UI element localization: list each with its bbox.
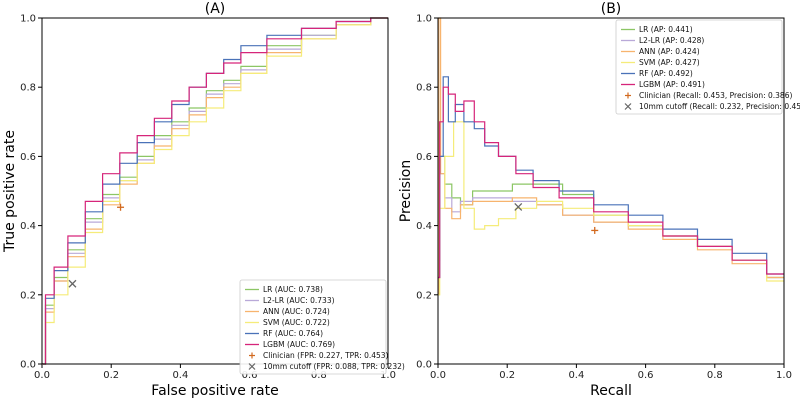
x-tick-label: 0.8 (707, 370, 723, 381)
clinician-marker (591, 226, 599, 234)
series-line-3 (42, 17, 388, 365)
legend-label: Clinician (FPR: 0.227, TPR: 0.453) (263, 351, 389, 360)
legend-marker (249, 352, 255, 359)
y-tick-label: 0.4 (20, 221, 36, 232)
y-tick-label: 1.0 (20, 14, 36, 25)
y-tick-label: 0.2 (20, 290, 36, 301)
x-tick-label: 0.4 (568, 370, 584, 381)
legend: LR (AUC: 0.738) L2-LR (AUC: 0.733) ANN (AU… (239, 279, 405, 375)
x-axis-label: False positive rate (151, 383, 278, 399)
x-tick-label: 1.0 (776, 370, 792, 381)
y-tick-label: 0.0 (416, 360, 432, 371)
chart-title: (B) (601, 1, 622, 17)
legend-label: ANN (AP: 0.424) (639, 47, 700, 56)
x-tick-label: 0.0 (430, 370, 446, 381)
legend-label: LR (AP: 0.441) (639, 25, 693, 34)
legend-marker (248, 363, 256, 370)
x-tick-label: 0.8 (311, 370, 327, 381)
plot-frame (437, 17, 785, 365)
y-tick-label: 0.0 (20, 360, 36, 371)
legend-label: 10mm cutoff (FPR: 0.088, TPR: 0.232) (263, 362, 405, 371)
legend-label: LR (AUC: 0.738) (263, 285, 323, 294)
panel-a: (A) 0.0 0.2 0.4 0.6 0.8 1.0 0.0 0.2 0.4 0.6 0.8 1.0 F… (2, 1, 405, 399)
legend-label: SVM (AUC: 0.722) (263, 318, 330, 327)
y-tick-label: 0.8 (416, 83, 432, 94)
legend-label: RF (AUC: 0.764) (263, 329, 323, 338)
series-line-5 (438, 86, 784, 279)
legend-label: SVM (AP: 0.427) (639, 58, 700, 67)
x-tick-label: 0.6 (242, 370, 258, 381)
series-line-5 (42, 17, 388, 365)
legend-marker (624, 103, 632, 110)
cutoff-marker (68, 279, 77, 288)
y-axis-label: Precision (398, 160, 414, 222)
plot-frame (41, 17, 389, 365)
legend-label: Clinician (Recall: 0.453, Precision: 0.3… (639, 91, 792, 100)
x-axis-label: Recall (590, 383, 632, 399)
cutoff-marker (514, 202, 523, 211)
clinician-marker (117, 203, 125, 211)
x-tick-label: 0.2 (499, 370, 515, 381)
legend-label: RF (AP: 0.492) (639, 69, 693, 78)
y-tick-label: 0.6 (416, 152, 432, 163)
y-tick-label: 0.4 (416, 221, 432, 232)
legend: LR (AP: 0.441) L2-LR (AP: 0.428) ANN (AP: … (615, 19, 800, 115)
y-tick-label: 0.8 (20, 83, 36, 94)
x-tick-label: 0.0 (34, 370, 50, 381)
y-tick-label: 0.2 (416, 290, 432, 301)
legend-label: LGBM (AUC: 0.769) (263, 340, 335, 349)
legend-label: LGBM (AP: 0.491) (639, 80, 705, 89)
legend-marker (625, 92, 631, 99)
legend-label: L2-LR (AUC: 0.733) (263, 296, 335, 305)
y-tick-label: 0.6 (20, 152, 36, 163)
x-tick-label: 0.4 (172, 370, 188, 381)
y-axis-label: True positive rate (2, 130, 18, 253)
legend-label: 10mm cutoff (Recall: 0.232, Precision: 0… (639, 102, 800, 111)
x-tick-label: 0.6 (638, 370, 654, 381)
panel-b: (B) 0.0 0.2 0.4 0.6 0.8 1.0 0.0 0.2 0.4 0.6 0.8 1.0 R… (398, 1, 800, 399)
chart-title: (A) (205, 1, 226, 17)
x-tick-label: 0.2 (103, 370, 119, 381)
legend-label: L2-LR (AP: 0.428) (639, 36, 704, 45)
x-tick-label: 1.0 (380, 370, 396, 381)
legend-label: ANN (AUC: 0.724) (263, 307, 330, 316)
y-tick-label: 1.0 (416, 14, 432, 25)
series-line-3 (438, 121, 784, 296)
